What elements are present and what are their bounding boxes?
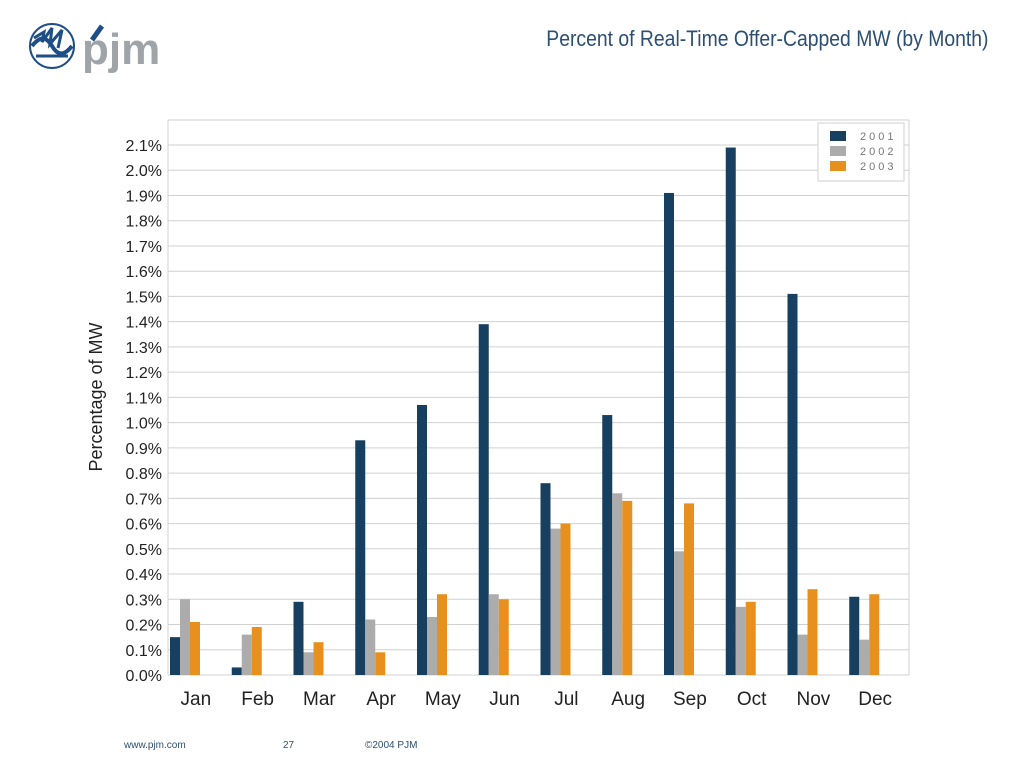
bar-2001-apr	[355, 440, 366, 675]
y-tick-label: 0.1%	[126, 643, 162, 660]
bar-2002-dec	[859, 639, 870, 675]
bar-2001-jan	[170, 637, 180, 675]
bar-2003-jan	[190, 622, 200, 675]
bar-2001-may	[417, 404, 427, 675]
legend-swatch-2003	[830, 161, 846, 171]
y-tick-label: 1.8%	[126, 214, 162, 231]
legend-swatch-2002	[830, 146, 846, 156]
bar-2003-nov	[807, 589, 818, 675]
y-tick-label: 1.7%	[126, 239, 162, 256]
bar-2003-apr	[375, 652, 386, 675]
y-tick-label: 1.2%	[126, 365, 162, 382]
bar-2002-jan	[180, 599, 190, 675]
y-axis-ticks: 0.0% 0.1% 0.2% 0.3% 0.4% 0.5% 0.6% 0.7% 0.8% 0.9%…	[126, 138, 162, 685]
bar-2003-jul	[560, 523, 571, 675]
x-tick-label: Jun	[489, 689, 520, 710]
chart-bars	[170, 147, 880, 675]
bar-2003-dec	[869, 594, 880, 675]
bar-2002-feb	[241, 634, 252, 675]
slide-title: Percent of Real-Time Offer-Capped MW (by…	[545, 26, 988, 51]
bar-2003-sep	[684, 503, 694, 675]
bar-2002-may	[427, 616, 437, 675]
legend-swatch-2001	[830, 131, 846, 141]
legend-label-2003: 2003	[860, 161, 896, 173]
bar-2003-oct	[745, 601, 756, 675]
x-tick-label: Dec	[858, 689, 892, 710]
y-tick-label: 1.0%	[126, 416, 162, 433]
chart-gridlines	[167, 119, 910, 676]
bar-2001-nov	[787, 293, 798, 675]
x-tick-label: Oct	[737, 689, 767, 710]
legend-label-2001: 2001	[860, 131, 896, 143]
x-tick-label: Jan	[181, 689, 212, 710]
x-axis-ticks: Jan Feb Mar Apr May Jun Jul Aug Sep Oct Nov Dec	[181, 689, 892, 710]
bar-2003-feb	[251, 627, 262, 675]
x-tick-label: Nov	[796, 689, 830, 710]
page-number: 27	[283, 740, 295, 751]
bar-2002-apr	[365, 619, 376, 675]
y-tick-label: 0.8%	[126, 466, 162, 483]
y-tick-label: 0.9%	[126, 441, 162, 458]
x-tick-label: Sep	[673, 689, 707, 710]
x-tick-label: Jul	[554, 689, 578, 710]
y-tick-label: 2.0%	[126, 163, 162, 180]
y-tick-label: 0.0%	[126, 668, 162, 685]
logo-wordmark: pjm	[82, 25, 160, 74]
x-tick-label: May	[425, 689, 461, 710]
x-tick-label: Mar	[303, 689, 336, 710]
y-tick-label: 0.5%	[126, 542, 162, 559]
bar-2002-mar	[303, 652, 314, 675]
y-tick-label: 1.4%	[126, 315, 162, 332]
y-tick-label: 1.9%	[126, 188, 162, 205]
bar-chart: 0.0% 0.1% 0.2% 0.3% 0.4% 0.5% 0.6% 0.7% 0.8% 0.9%…	[80, 105, 915, 720]
bar-2002-oct	[735, 606, 746, 675]
bar-2003-may	[437, 594, 447, 675]
bar-2002-jul	[550, 528, 561, 675]
bar-2001-jun	[478, 324, 489, 675]
y-tick-label: 0.7%	[126, 491, 162, 508]
y-tick-label: 0.2%	[126, 618, 162, 635]
y-tick-label: 0.6%	[126, 517, 162, 534]
y-tick-label: 0.3%	[126, 592, 162, 609]
pjm-logo-graphic: pjm	[29, 23, 160, 74]
bar-2002-jun	[488, 594, 499, 675]
bar-2003-jun	[498, 599, 509, 675]
bar-2001-mar	[293, 601, 304, 675]
x-tick-label: Feb	[241, 689, 274, 710]
legend-label-2002: 2002	[860, 146, 896, 158]
chart-legend: 2001 2002 2003	[817, 122, 905, 182]
bar-2001-dec	[849, 596, 860, 675]
y-axis-label: Percentage of MW	[86, 322, 106, 471]
bar-2001-aug	[602, 415, 613, 675]
bar-2003-mar	[313, 642, 324, 675]
bar-2001-sep	[664, 192, 674, 675]
bar-2002-nov	[797, 634, 808, 675]
y-tick-label: 1.1%	[126, 390, 162, 407]
x-tick-label: Aug	[611, 689, 645, 710]
chart-container: 0.0% 0.1% 0.2% 0.3% 0.4% 0.5% 0.6% 0.7% 0.8% 0.9%…	[80, 105, 915, 720]
y-tick-label: 0.4%	[126, 567, 162, 584]
y-tick-label: 1.6%	[126, 264, 162, 281]
x-tick-label: Apr	[366, 689, 396, 710]
bar-2002-sep	[674, 551, 684, 675]
bar-2003-aug	[622, 500, 633, 675]
bar-2001-oct	[725, 147, 736, 675]
bar-2002-aug	[612, 493, 623, 675]
y-tick-label: 1.3%	[126, 340, 162, 357]
bar-2001-jul	[540, 483, 551, 675]
bar-2001-feb	[231, 667, 242, 675]
pjm-logo: pjm	[22, 14, 187, 74]
footer-copyright: ©2004 PJM	[365, 740, 418, 751]
y-tick-label: 2.1%	[126, 138, 162, 155]
y-tick-label: 1.5%	[126, 289, 162, 306]
footer-url: www.pjm.com	[124, 740, 186, 751]
